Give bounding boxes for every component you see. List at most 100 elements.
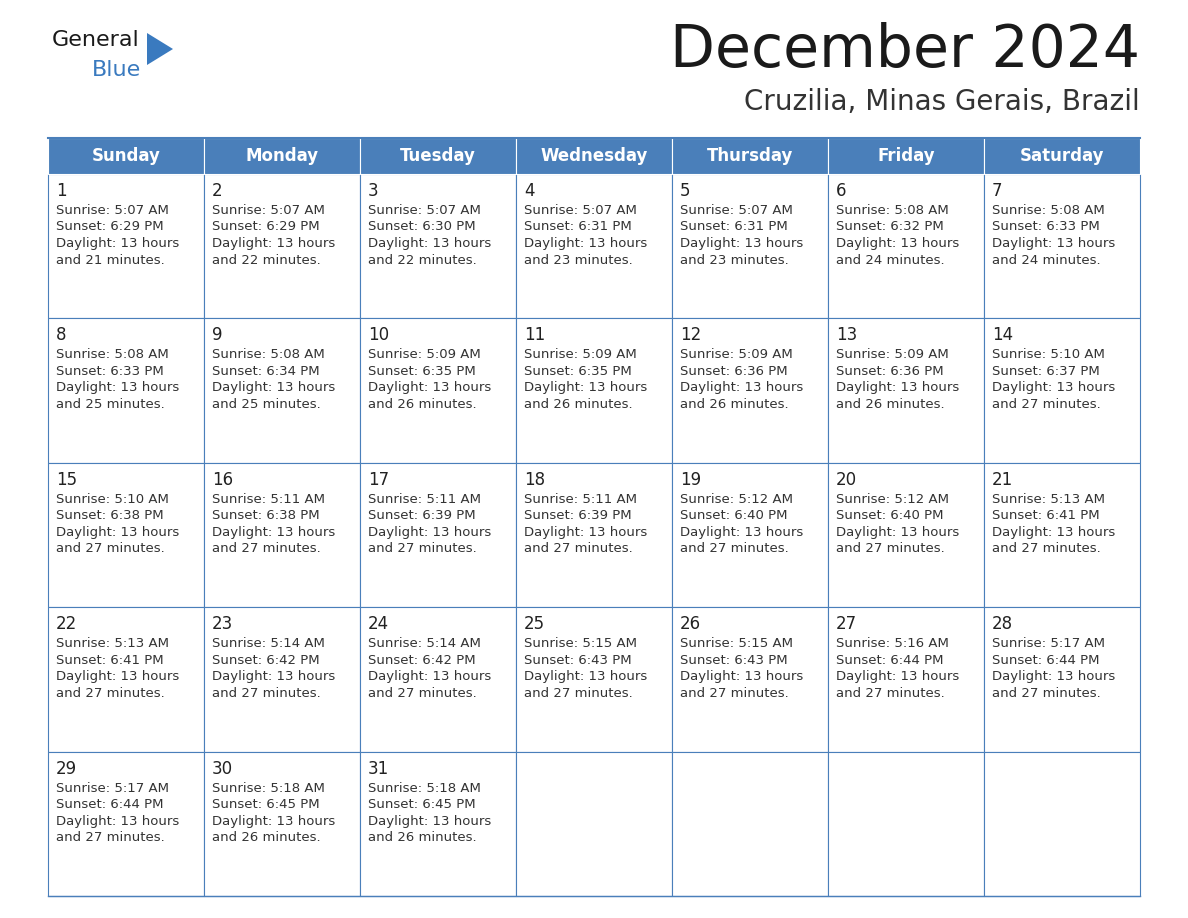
- Text: Daylight: 13 hours: Daylight: 13 hours: [524, 381, 647, 395]
- Bar: [516, 463, 672, 607]
- Bar: [204, 463, 360, 607]
- Text: and 27 minutes.: and 27 minutes.: [836, 687, 944, 700]
- Text: Sunset: 6:36 PM: Sunset: 6:36 PM: [680, 364, 788, 378]
- Text: 7: 7: [992, 182, 1003, 200]
- Text: Monday: Monday: [246, 147, 318, 165]
- Text: and 22 minutes.: and 22 minutes.: [368, 253, 476, 266]
- Text: Thursday: Thursday: [707, 147, 794, 165]
- Text: 5: 5: [680, 182, 690, 200]
- Text: Sunrise: 5:07 AM: Sunrise: 5:07 AM: [211, 204, 324, 217]
- Bar: [516, 319, 672, 463]
- Bar: [48, 319, 204, 463]
- Bar: [204, 607, 360, 752]
- Text: 2: 2: [211, 182, 222, 200]
- Text: 19: 19: [680, 471, 701, 488]
- Text: and 26 minutes.: and 26 minutes.: [680, 397, 789, 411]
- Text: and 27 minutes.: and 27 minutes.: [56, 687, 165, 700]
- Text: Daylight: 13 hours: Daylight: 13 hours: [56, 237, 179, 250]
- Bar: [48, 463, 204, 607]
- Bar: [360, 463, 516, 607]
- Bar: [360, 174, 516, 319]
- Text: Sunset: 6:33 PM: Sunset: 6:33 PM: [56, 364, 164, 378]
- Text: Sunrise: 5:11 AM: Sunrise: 5:11 AM: [368, 493, 481, 506]
- Text: Cruzilia, Minas Gerais, Brazil: Cruzilia, Minas Gerais, Brazil: [744, 88, 1140, 116]
- Text: Daylight: 13 hours: Daylight: 13 hours: [211, 670, 335, 683]
- Text: Sunrise: 5:08 AM: Sunrise: 5:08 AM: [211, 349, 324, 362]
- Text: 27: 27: [836, 615, 857, 633]
- Text: Daylight: 13 hours: Daylight: 13 hours: [56, 381, 179, 395]
- Text: Daylight: 13 hours: Daylight: 13 hours: [368, 381, 492, 395]
- Bar: [516, 138, 672, 174]
- Bar: [828, 319, 984, 463]
- Text: Daylight: 13 hours: Daylight: 13 hours: [56, 814, 179, 828]
- Bar: [48, 752, 204, 896]
- Text: 30: 30: [211, 759, 233, 778]
- Text: Sunrise: 5:17 AM: Sunrise: 5:17 AM: [992, 637, 1105, 650]
- Text: Sunrise: 5:15 AM: Sunrise: 5:15 AM: [680, 637, 794, 650]
- Bar: [516, 174, 672, 319]
- Bar: [360, 752, 516, 896]
- Text: 31: 31: [368, 759, 390, 778]
- Text: Sunset: 6:41 PM: Sunset: 6:41 PM: [56, 654, 164, 666]
- Text: and 21 minutes.: and 21 minutes.: [56, 253, 165, 266]
- Bar: [48, 138, 204, 174]
- Text: Daylight: 13 hours: Daylight: 13 hours: [368, 814, 492, 828]
- Bar: [672, 463, 828, 607]
- Text: and 27 minutes.: and 27 minutes.: [56, 543, 165, 555]
- Text: and 27 minutes.: and 27 minutes.: [368, 543, 476, 555]
- Text: and 25 minutes.: and 25 minutes.: [56, 397, 165, 411]
- Text: Daylight: 13 hours: Daylight: 13 hours: [211, 381, 335, 395]
- Text: Daylight: 13 hours: Daylight: 13 hours: [524, 237, 647, 250]
- Text: Sunset: 6:40 PM: Sunset: 6:40 PM: [836, 509, 943, 522]
- Bar: [204, 138, 360, 174]
- Text: Sunrise: 5:12 AM: Sunrise: 5:12 AM: [836, 493, 949, 506]
- Text: General: General: [52, 30, 140, 50]
- Text: Saturday: Saturday: [1019, 147, 1105, 165]
- Bar: [204, 319, 360, 463]
- Text: 21: 21: [992, 471, 1013, 488]
- Text: Daylight: 13 hours: Daylight: 13 hours: [992, 381, 1116, 395]
- Text: Daylight: 13 hours: Daylight: 13 hours: [836, 526, 959, 539]
- Text: Sunrise: 5:14 AM: Sunrise: 5:14 AM: [211, 637, 324, 650]
- Text: Sunset: 6:44 PM: Sunset: 6:44 PM: [836, 654, 943, 666]
- Text: Daylight: 13 hours: Daylight: 13 hours: [368, 670, 492, 683]
- Text: Sunset: 6:35 PM: Sunset: 6:35 PM: [368, 364, 475, 378]
- Text: Sunrise: 5:09 AM: Sunrise: 5:09 AM: [680, 349, 792, 362]
- Text: 3: 3: [368, 182, 379, 200]
- Text: Tuesday: Tuesday: [400, 147, 476, 165]
- Text: and 27 minutes.: and 27 minutes.: [992, 687, 1101, 700]
- Text: and 23 minutes.: and 23 minutes.: [680, 253, 789, 266]
- Bar: [672, 174, 828, 319]
- Bar: [984, 607, 1140, 752]
- Bar: [48, 607, 204, 752]
- Text: 26: 26: [680, 615, 701, 633]
- Bar: [828, 463, 984, 607]
- Text: 13: 13: [836, 327, 858, 344]
- Text: 20: 20: [836, 471, 857, 488]
- Text: and 27 minutes.: and 27 minutes.: [211, 687, 321, 700]
- Text: Daylight: 13 hours: Daylight: 13 hours: [211, 526, 335, 539]
- Text: 15: 15: [56, 471, 77, 488]
- Text: Friday: Friday: [877, 147, 935, 165]
- Bar: [516, 607, 672, 752]
- Text: Sunrise: 5:09 AM: Sunrise: 5:09 AM: [836, 349, 949, 362]
- Text: and 27 minutes.: and 27 minutes.: [368, 687, 476, 700]
- Bar: [984, 463, 1140, 607]
- Bar: [204, 174, 360, 319]
- Text: Daylight: 13 hours: Daylight: 13 hours: [680, 526, 803, 539]
- Text: Daylight: 13 hours: Daylight: 13 hours: [524, 670, 647, 683]
- Bar: [828, 752, 984, 896]
- Text: Sunset: 6:30 PM: Sunset: 6:30 PM: [368, 220, 475, 233]
- Text: Daylight: 13 hours: Daylight: 13 hours: [56, 526, 179, 539]
- Bar: [984, 319, 1140, 463]
- Text: Sunrise: 5:17 AM: Sunrise: 5:17 AM: [56, 781, 169, 795]
- Text: Daylight: 13 hours: Daylight: 13 hours: [524, 526, 647, 539]
- Text: 22: 22: [56, 615, 77, 633]
- Bar: [984, 138, 1140, 174]
- Text: Sunset: 6:35 PM: Sunset: 6:35 PM: [524, 364, 632, 378]
- Text: and 26 minutes.: and 26 minutes.: [211, 831, 321, 844]
- Text: Daylight: 13 hours: Daylight: 13 hours: [680, 237, 803, 250]
- Text: and 27 minutes.: and 27 minutes.: [992, 397, 1101, 411]
- Text: and 27 minutes.: and 27 minutes.: [211, 543, 321, 555]
- Bar: [516, 752, 672, 896]
